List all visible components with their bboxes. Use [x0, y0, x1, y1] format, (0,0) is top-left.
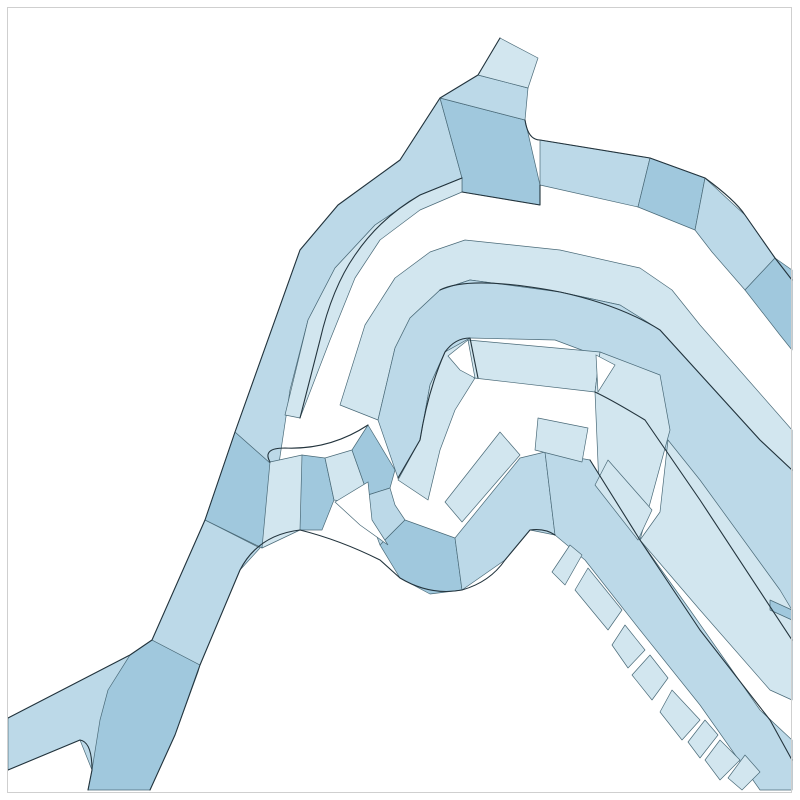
- block: [594, 459, 653, 541]
- edge-line: [589, 459, 793, 761]
- block: [704, 739, 741, 781]
- edge-line: [267, 424, 369, 463]
- edge-line: [7, 37, 501, 719]
- gap: [447, 339, 476, 379]
- block: [444, 431, 521, 523]
- road-segment: [454, 451, 556, 591]
- inner-roads: [284, 177, 793, 791]
- block: [659, 689, 701, 741]
- block: [551, 544, 583, 586]
- edge-lines: [7, 37, 793, 791]
- road-segment: [639, 439, 793, 701]
- road-segment: [744, 257, 793, 351]
- edge-line: [461, 184, 541, 206]
- gap: [334, 481, 389, 546]
- road-segment: [299, 454, 335, 531]
- edge-line: [7, 739, 93, 791]
- block: [631, 654, 669, 701]
- road-segment: [637, 157, 706, 231]
- edge-line: [439, 282, 793, 471]
- block: [687, 719, 719, 759]
- road-segment: [539, 139, 651, 208]
- block: [727, 754, 761, 791]
- edge-line: [594, 391, 793, 641]
- road-segment: [151, 519, 261, 666]
- block: [611, 624, 646, 669]
- block: [534, 417, 589, 463]
- road-segment: [87, 639, 201, 791]
- block: [574, 567, 623, 631]
- light-blocks: [444, 417, 761, 791]
- edge-line: [149, 529, 556, 791]
- gaps: [334, 339, 616, 546]
- central-loop: [261, 424, 556, 595]
- gap: [595, 354, 616, 394]
- edge-line: [299, 177, 463, 419]
- edge-line: [397, 337, 479, 479]
- edge-line: [524, 119, 793, 281]
- outer-road: [7, 37, 793, 791]
